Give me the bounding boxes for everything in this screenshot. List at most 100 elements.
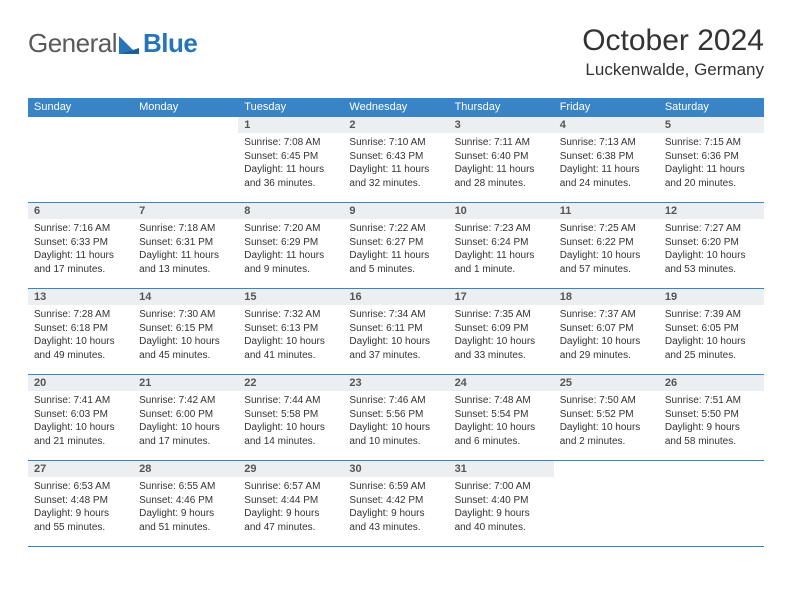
sunset-text: Sunset: 6:20 PM [665, 236, 758, 250]
daylight-text: Daylight: 10 hours and 37 minutes. [349, 335, 442, 362]
calendar-day-cell: 18Sunrise: 7:37 AMSunset: 6:07 PMDayligh… [554, 289, 659, 375]
daylight-text: Daylight: 11 hours and 1 minute. [455, 249, 548, 276]
weekday-header: Tuesday [238, 98, 343, 117]
sunset-text: Sunset: 6:36 PM [665, 150, 758, 164]
weekday-header: Sunday [28, 98, 133, 117]
day-details: Sunrise: 7:51 AMSunset: 5:50 PMDaylight:… [659, 391, 764, 454]
day-details: Sunrise: 7:13 AMSunset: 6:38 PMDaylight:… [554, 133, 659, 196]
sunset-text: Sunset: 6:29 PM [244, 236, 337, 250]
daylight-text: Daylight: 10 hours and 49 minutes. [34, 335, 127, 362]
calendar-day-cell: 12Sunrise: 7:27 AMSunset: 6:20 PMDayligh… [659, 203, 764, 289]
day-details: Sunrise: 6:57 AMSunset: 4:44 PMDaylight:… [238, 477, 343, 540]
day-details: Sunrise: 7:42 AMSunset: 6:00 PMDaylight:… [133, 391, 238, 454]
day-details: Sunrise: 6:53 AMSunset: 4:48 PMDaylight:… [28, 477, 133, 540]
sunrise-text: Sunrise: 7:50 AM [560, 394, 653, 408]
calendar-day-cell: 26Sunrise: 7:51 AMSunset: 5:50 PMDayligh… [659, 375, 764, 461]
day-details: Sunrise: 7:50 AMSunset: 5:52 PMDaylight:… [554, 391, 659, 454]
calendar-day-cell [659, 461, 764, 547]
title-block: October 2024 Luckenwalde, Germany [582, 24, 764, 80]
day-details: Sunrise: 7:41 AMSunset: 6:03 PMDaylight:… [28, 391, 133, 454]
sunrise-text: Sunrise: 7:42 AM [139, 394, 232, 408]
day-number: 24 [449, 375, 554, 391]
sunset-text: Sunset: 6:22 PM [560, 236, 653, 250]
sunrise-text: Sunrise: 7:18 AM [139, 222, 232, 236]
day-number: 29 [238, 461, 343, 477]
daylight-text: Daylight: 10 hours and 29 minutes. [560, 335, 653, 362]
calendar-day-cell: 21Sunrise: 7:42 AMSunset: 6:00 PMDayligh… [133, 375, 238, 461]
daylight-text: Daylight: 11 hours and 36 minutes. [244, 163, 337, 190]
calendar-week-row: 27Sunrise: 6:53 AMSunset: 4:48 PMDayligh… [28, 461, 764, 547]
calendar-week-row: 1Sunrise: 7:08 AMSunset: 6:45 PMDaylight… [28, 117, 764, 203]
calendar-day-cell: 19Sunrise: 7:39 AMSunset: 6:05 PMDayligh… [659, 289, 764, 375]
sunrise-text: Sunrise: 7:10 AM [349, 136, 442, 150]
calendar-day-cell [28, 117, 133, 203]
daylight-text: Daylight: 11 hours and 28 minutes. [455, 163, 548, 190]
sunset-text: Sunset: 4:48 PM [34, 494, 127, 508]
daylight-text: Daylight: 10 hours and 2 minutes. [560, 421, 653, 448]
day-number: 28 [133, 461, 238, 477]
sunrise-text: Sunrise: 7:25 AM [560, 222, 653, 236]
calendar-day-cell: 31Sunrise: 7:00 AMSunset: 4:40 PMDayligh… [449, 461, 554, 547]
sunrise-text: Sunrise: 7:44 AM [244, 394, 337, 408]
day-number: 25 [554, 375, 659, 391]
day-details: Sunrise: 7:10 AMSunset: 6:43 PMDaylight:… [343, 133, 448, 196]
sunset-text: Sunset: 6:00 PM [139, 408, 232, 422]
sunset-text: Sunset: 6:27 PM [349, 236, 442, 250]
calendar-week-row: 6Sunrise: 7:16 AMSunset: 6:33 PMDaylight… [28, 203, 764, 289]
day-details: Sunrise: 7:00 AMSunset: 4:40 PMDaylight:… [449, 477, 554, 540]
calendar-day-cell: 20Sunrise: 7:41 AMSunset: 6:03 PMDayligh… [28, 375, 133, 461]
calendar-day-cell: 8Sunrise: 7:20 AMSunset: 6:29 PMDaylight… [238, 203, 343, 289]
daylight-text: Daylight: 11 hours and 13 minutes. [139, 249, 232, 276]
sunset-text: Sunset: 4:44 PM [244, 494, 337, 508]
calendar-day-cell: 22Sunrise: 7:44 AMSunset: 5:58 PMDayligh… [238, 375, 343, 461]
sunset-text: Sunset: 5:58 PM [244, 408, 337, 422]
sunset-text: Sunset: 6:11 PM [349, 322, 442, 336]
calendar-day-cell: 17Sunrise: 7:35 AMSunset: 6:09 PMDayligh… [449, 289, 554, 375]
daylight-text: Daylight: 10 hours and 17 minutes. [139, 421, 232, 448]
sunset-text: Sunset: 5:54 PM [455, 408, 548, 422]
day-details: Sunrise: 7:34 AMSunset: 6:11 PMDaylight:… [343, 305, 448, 368]
day-number: 19 [659, 289, 764, 305]
day-number: 26 [659, 375, 764, 391]
daylight-text: Daylight: 9 hours and 43 minutes. [349, 507, 442, 534]
calendar-day-cell: 1Sunrise: 7:08 AMSunset: 6:45 PMDaylight… [238, 117, 343, 203]
sunset-text: Sunset: 4:42 PM [349, 494, 442, 508]
calendar-day-cell: 23Sunrise: 7:46 AMSunset: 5:56 PMDayligh… [343, 375, 448, 461]
sunrise-text: Sunrise: 7:08 AM [244, 136, 337, 150]
daylight-text: Daylight: 11 hours and 5 minutes. [349, 249, 442, 276]
calendar-day-cell: 27Sunrise: 6:53 AMSunset: 4:48 PMDayligh… [28, 461, 133, 547]
day-number: 12 [659, 203, 764, 219]
daylight-text: Daylight: 11 hours and 32 minutes. [349, 163, 442, 190]
daylight-text: Daylight: 11 hours and 20 minutes. [665, 163, 758, 190]
sunrise-text: Sunrise: 7:15 AM [665, 136, 758, 150]
day-number: 15 [238, 289, 343, 305]
day-number: 11 [554, 203, 659, 219]
sunset-text: Sunset: 6:43 PM [349, 150, 442, 164]
day-number: 14 [133, 289, 238, 305]
sunset-text: Sunset: 6:05 PM [665, 322, 758, 336]
calendar-day-cell: 28Sunrise: 6:55 AMSunset: 4:46 PMDayligh… [133, 461, 238, 547]
sunrise-text: Sunrise: 7:41 AM [34, 394, 127, 408]
sunset-text: Sunset: 6:45 PM [244, 150, 337, 164]
day-details: Sunrise: 7:27 AMSunset: 6:20 PMDaylight:… [659, 219, 764, 282]
daylight-text: Daylight: 9 hours and 51 minutes. [139, 507, 232, 534]
sunset-text: Sunset: 4:46 PM [139, 494, 232, 508]
sunset-text: Sunset: 6:13 PM [244, 322, 337, 336]
calendar-day-cell: 5Sunrise: 7:15 AMSunset: 6:36 PMDaylight… [659, 117, 764, 203]
day-details: Sunrise: 7:23 AMSunset: 6:24 PMDaylight:… [449, 219, 554, 282]
calendar-day-cell: 29Sunrise: 6:57 AMSunset: 4:44 PMDayligh… [238, 461, 343, 547]
sunrise-text: Sunrise: 7:13 AM [560, 136, 653, 150]
daylight-text: Daylight: 9 hours and 40 minutes. [455, 507, 548, 534]
day-number: 20 [28, 375, 133, 391]
weekday-header: Friday [554, 98, 659, 117]
day-details: Sunrise: 7:28 AMSunset: 6:18 PMDaylight:… [28, 305, 133, 368]
weekday-header: Thursday [449, 98, 554, 117]
calendar-day-cell: 7Sunrise: 7:18 AMSunset: 6:31 PMDaylight… [133, 203, 238, 289]
sunrise-text: Sunrise: 6:53 AM [34, 480, 127, 494]
day-details: Sunrise: 7:08 AMSunset: 6:45 PMDaylight:… [238, 133, 343, 196]
weekday-header: Saturday [659, 98, 764, 117]
day-number: 6 [28, 203, 133, 219]
calendar-day-cell: 6Sunrise: 7:16 AMSunset: 6:33 PMDaylight… [28, 203, 133, 289]
daylight-text: Daylight: 10 hours and 10 minutes. [349, 421, 442, 448]
weekday-header: Monday [133, 98, 238, 117]
